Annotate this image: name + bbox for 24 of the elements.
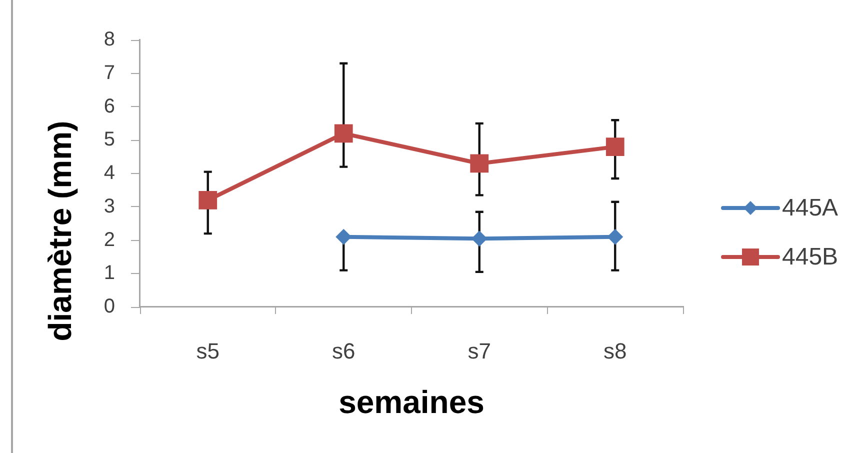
y-tick-label: 1 (104, 262, 115, 284)
y-tick-label: 3 (104, 195, 115, 218)
y-tick-label: 2 (104, 228, 115, 251)
y-tick-label: 6 (104, 95, 115, 118)
point (470, 154, 489, 173)
x-tick-label: s6 (332, 338, 356, 364)
y-tick-label: 7 (104, 62, 115, 84)
point (471, 230, 488, 247)
x-tick-label: s5 (196, 338, 220, 364)
point (334, 124, 353, 143)
x-tick-label: s7 (468, 338, 491, 364)
y-axis-title: diamètre (mm) (42, 120, 78, 342)
point (336, 228, 352, 245)
y-tick-label: 5 (104, 128, 115, 151)
y-tick-label: 4 (104, 162, 115, 184)
point (198, 191, 218, 210)
y-tick-label: 8 (104, 28, 115, 51)
x-tick-label: s8 (604, 338, 627, 364)
legend-label: 445A (782, 194, 838, 222)
point (607, 228, 624, 245)
legend-label: 445B (782, 244, 838, 271)
y-tick-label: 0 (104, 296, 115, 318)
x-axis-title: semaines (338, 384, 484, 420)
point (606, 138, 624, 156)
